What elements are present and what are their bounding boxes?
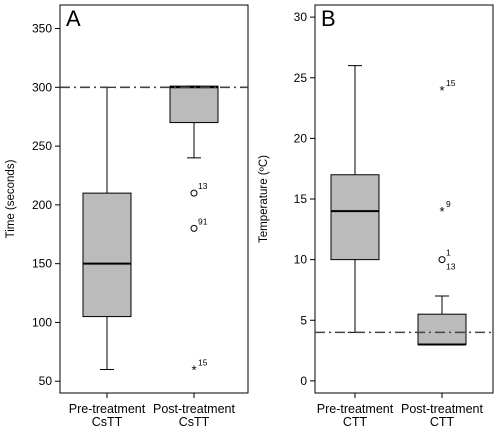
box (330, 174, 380, 261)
panel-label: B (321, 6, 336, 31)
category-label: CTT (343, 415, 368, 427)
outlier-label: 13 (446, 262, 456, 272)
y-tick-label: 15 (294, 192, 308, 206)
category-label: CsTT (92, 415, 123, 427)
y-tick-label: 50 (39, 374, 53, 388)
box (82, 192, 132, 318)
y-tick-label: 30 (294, 10, 308, 24)
y-tick-label: 20 (294, 131, 308, 145)
y-tick-label: 25 (294, 71, 308, 85)
y-tick-label: 10 (294, 253, 308, 267)
y-tick-label: 350 (32, 22, 52, 36)
box (169, 85, 219, 124)
category-label: Post-treatment (401, 402, 484, 416)
y-tick-label: 100 (32, 315, 52, 329)
outlier-circle (438, 256, 446, 264)
outlier-label: 9 (446, 199, 451, 209)
y-tick-label: 200 (32, 198, 52, 212)
category-label: Pre-treatment (317, 402, 394, 416)
panel-label: A (66, 6, 81, 31)
outlier-star: * (191, 362, 196, 377)
outlier-label: 13 (198, 181, 208, 191)
outlier-label: 1 (446, 248, 451, 258)
y-tick-label: 250 (32, 139, 52, 153)
category-label: Pre-treatment (69, 402, 146, 416)
category-label: Post-treatment (153, 402, 236, 416)
category-label: CTT (430, 415, 455, 427)
outlier-circle (190, 189, 198, 197)
y-tick-label: 0 (300, 374, 307, 388)
outlier-star: * (439, 83, 444, 98)
box (417, 313, 467, 345)
outlier-star: * (439, 204, 444, 219)
y-tick-label: 150 (32, 257, 52, 271)
y-tick-label: 300 (32, 80, 52, 94)
y-axis-title: Temperature (ºC) (258, 155, 270, 243)
category-label: CsTT (179, 415, 210, 427)
y-axis-title: Time (seconds) (5, 159, 17, 238)
outlier-label: 15 (198, 357, 208, 367)
plot-frame (59, 4, 249, 394)
outlier-label: 91 (198, 216, 208, 226)
outlier-circle (190, 224, 198, 232)
outlier-label: 15 (446, 78, 456, 88)
y-tick-label: 5 (300, 313, 307, 327)
